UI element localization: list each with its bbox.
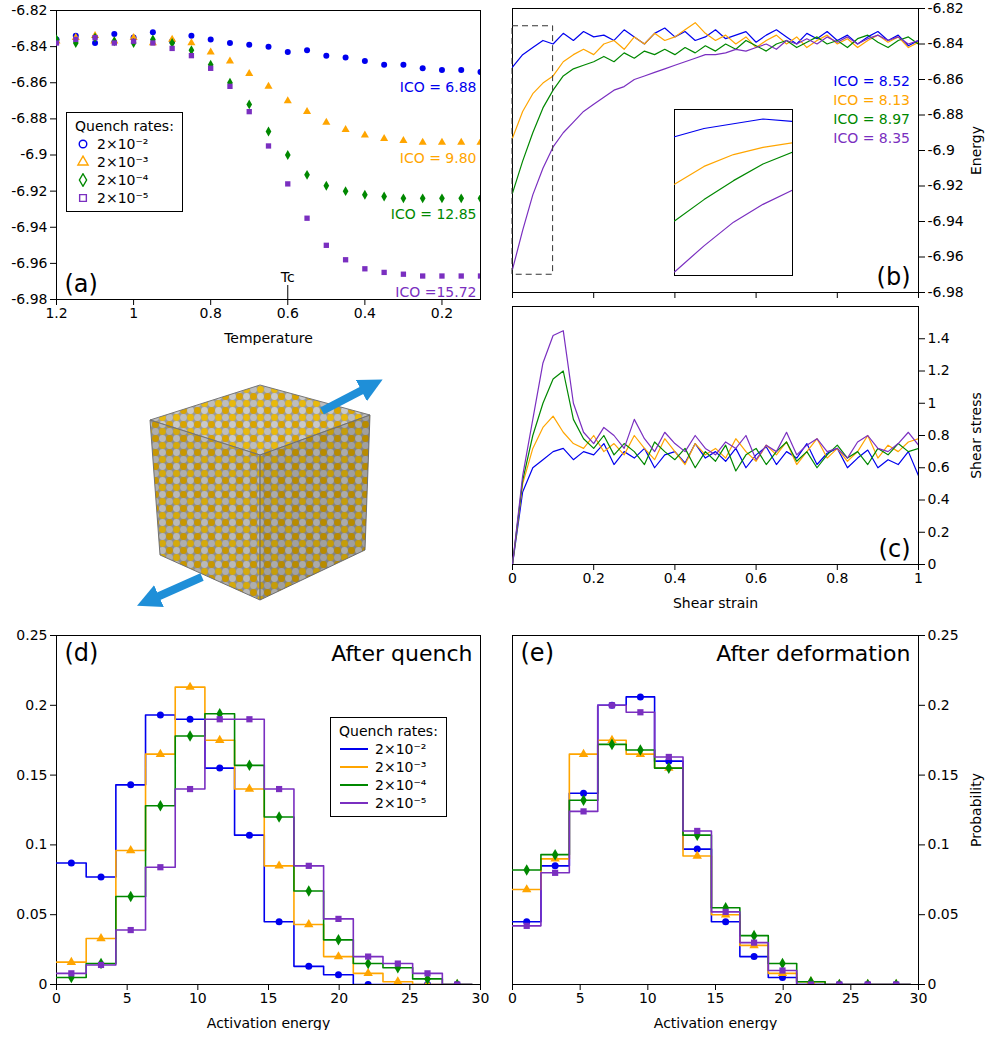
svg-text:Activation energy: Activation energy — [654, 1015, 777, 1031]
svg-text:0.2: 0.2 — [928, 697, 950, 713]
svg-text:-6.98: -6.98 — [11, 291, 47, 307]
html-text:2×10⁻⁵: 2×10⁻⁵ — [375, 795, 427, 811]
html-text:ICO = 8.97: ICO = 8.97 — [833, 111, 910, 127]
svg-text:1: 1 — [129, 305, 138, 321]
svg-text:25: 25 — [401, 990, 419, 1006]
svg-text:0.15: 0.15 — [928, 767, 959, 783]
svg-text:-6.82: -6.82 — [928, 0, 964, 16]
html-text:ICO = 8.13: ICO = 8.13 — [833, 92, 910, 108]
svg-text:ICO = 12.85: ICO = 12.85 — [391, 206, 477, 222]
svg-text:0.15: 0.15 — [16, 767, 47, 783]
html-text:Quench rates:: Quench rates: — [339, 723, 438, 739]
svg-text:0.8: 0.8 — [200, 305, 222, 321]
svg-text:1.4: 1.4 — [928, 330, 950, 346]
svg-text:-6.88: -6.88 — [928, 106, 964, 122]
svg-text:0.05: 0.05 — [16, 906, 47, 922]
html-text:ICO = 8.35: ICO = 8.35 — [833, 130, 910, 146]
svg-text:0.8: 0.8 — [826, 570, 848, 586]
svg-text:-6.9: -6.9 — [20, 146, 47, 162]
svg-text:ICO = 9.80: ICO = 9.80 — [400, 150, 477, 166]
svg-text:Energy: Energy — [968, 126, 984, 175]
svg-text:5: 5 — [576, 990, 585, 1006]
svg-text:0.4: 0.4 — [664, 570, 686, 586]
svg-text:0.8: 0.8 — [928, 427, 950, 443]
svg-text:(e): (e) — [521, 639, 555, 667]
svg-text:Temperature: Temperature — [223, 330, 313, 346]
svg-text:5: 5 — [123, 990, 132, 1006]
svg-text:30: 30 — [910, 990, 928, 1006]
svg-text:Activation energy: Activation energy — [207, 1015, 330, 1031]
svg-text:-6.86: -6.86 — [928, 71, 964, 87]
svg-text:-6.96: -6.96 — [928, 248, 964, 264]
html-text:2×10⁻⁴: 2×10⁻⁴ — [97, 172, 149, 188]
svg-text:(a): (a) — [65, 270, 98, 298]
svg-text:-6.88: -6.88 — [11, 110, 47, 126]
svg-text:0.1: 0.1 — [25, 836, 47, 852]
svg-text:-6.98: -6.98 — [928, 284, 964, 300]
svg-text:(d): (d) — [65, 639, 99, 667]
svg-text:1: 1 — [914, 570, 923, 586]
svg-text:0.1: 0.1 — [928, 836, 950, 852]
svg-text:15: 15 — [260, 990, 278, 1006]
svg-text:30: 30 — [472, 990, 490, 1006]
svg-text:-6.9: -6.9 — [928, 142, 955, 158]
html-text:2×10⁻²: 2×10⁻² — [375, 741, 427, 757]
svg-text:-6.86: -6.86 — [11, 74, 47, 90]
svg-text:(b): (b) — [877, 263, 911, 291]
svg-text:25: 25 — [842, 990, 860, 1006]
html-text:2×10⁻²: 2×10⁻² — [97, 136, 149, 152]
html-text:2×10⁻⁵: 2×10⁻⁵ — [97, 190, 149, 206]
svg-text:0: 0 — [52, 990, 61, 1006]
svg-text:-6.84: -6.84 — [928, 35, 964, 51]
svg-text:1: 1 — [928, 395, 937, 411]
svg-text:0: 0 — [508, 570, 517, 586]
svg-text:Shear strain: Shear strain — [673, 595, 758, 611]
svg-text:Tc: Tc — [280, 269, 295, 285]
svg-text:0: 0 — [39, 976, 48, 992]
svg-text:0: 0 — [508, 990, 517, 1006]
svg-text:1.2: 1.2 — [928, 362, 950, 378]
html-text:2×10⁻³: 2×10⁻³ — [375, 759, 427, 775]
svg-text:0.6: 0.6 — [277, 305, 299, 321]
svg-text:Shear stress: Shear stress — [968, 392, 984, 479]
svg-text:0.25: 0.25 — [928, 627, 959, 643]
svg-text:0.2: 0.2 — [25, 697, 47, 713]
html-text:2×10⁻⁴: 2×10⁻⁴ — [375, 777, 427, 793]
svg-text:0.4: 0.4 — [354, 305, 376, 321]
html-text:2×10⁻³: 2×10⁻³ — [97, 154, 149, 170]
svg-text:0.05: 0.05 — [928, 906, 959, 922]
svg-text:-6.84: -6.84 — [11, 38, 47, 54]
svg-text:0.6: 0.6 — [745, 570, 767, 586]
svg-text:0: 0 — [928, 556, 937, 572]
svg-text:After quench: After quench — [331, 641, 472, 666]
svg-text:0.4: 0.4 — [928, 491, 950, 507]
svg-text:ICO = 6.88: ICO = 6.88 — [400, 79, 477, 95]
svg-text:0.25: 0.25 — [16, 627, 47, 643]
svg-text:20: 20 — [774, 990, 792, 1006]
svg-text:0.2: 0.2 — [431, 305, 453, 321]
svg-text:Probability: Probability — [968, 773, 984, 847]
svg-text:ICO =15.72: ICO =15.72 — [395, 283, 476, 299]
svg-text:0.6: 0.6 — [928, 459, 950, 475]
svg-text:1.2: 1.2 — [45, 305, 67, 321]
svg-text:-6.82: -6.82 — [11, 2, 47, 18]
svg-text:15: 15 — [707, 990, 725, 1006]
svg-text:20: 20 — [330, 990, 348, 1006]
svg-text:0: 0 — [928, 976, 937, 992]
svg-text:0.2: 0.2 — [928, 524, 950, 540]
svg-text:-6.96: -6.96 — [11, 255, 47, 271]
svg-text:0.2: 0.2 — [583, 570, 605, 586]
svg-text:-6.92: -6.92 — [11, 183, 47, 199]
svg-text:-6.94: -6.94 — [928, 213, 964, 229]
html-text:Quench rates:: Quench rates: — [75, 118, 174, 134]
svg-text:10: 10 — [189, 990, 207, 1006]
html-text:ICO = 8.52: ICO = 8.52 — [833, 73, 910, 89]
svg-text:-6.94: -6.94 — [11, 219, 47, 235]
svg-text:10: 10 — [639, 990, 657, 1006]
svg-text:(c): (c) — [879, 535, 911, 563]
svg-text:-6.92: -6.92 — [928, 177, 964, 193]
svg-text:After deformation: After deformation — [716, 641, 910, 666]
